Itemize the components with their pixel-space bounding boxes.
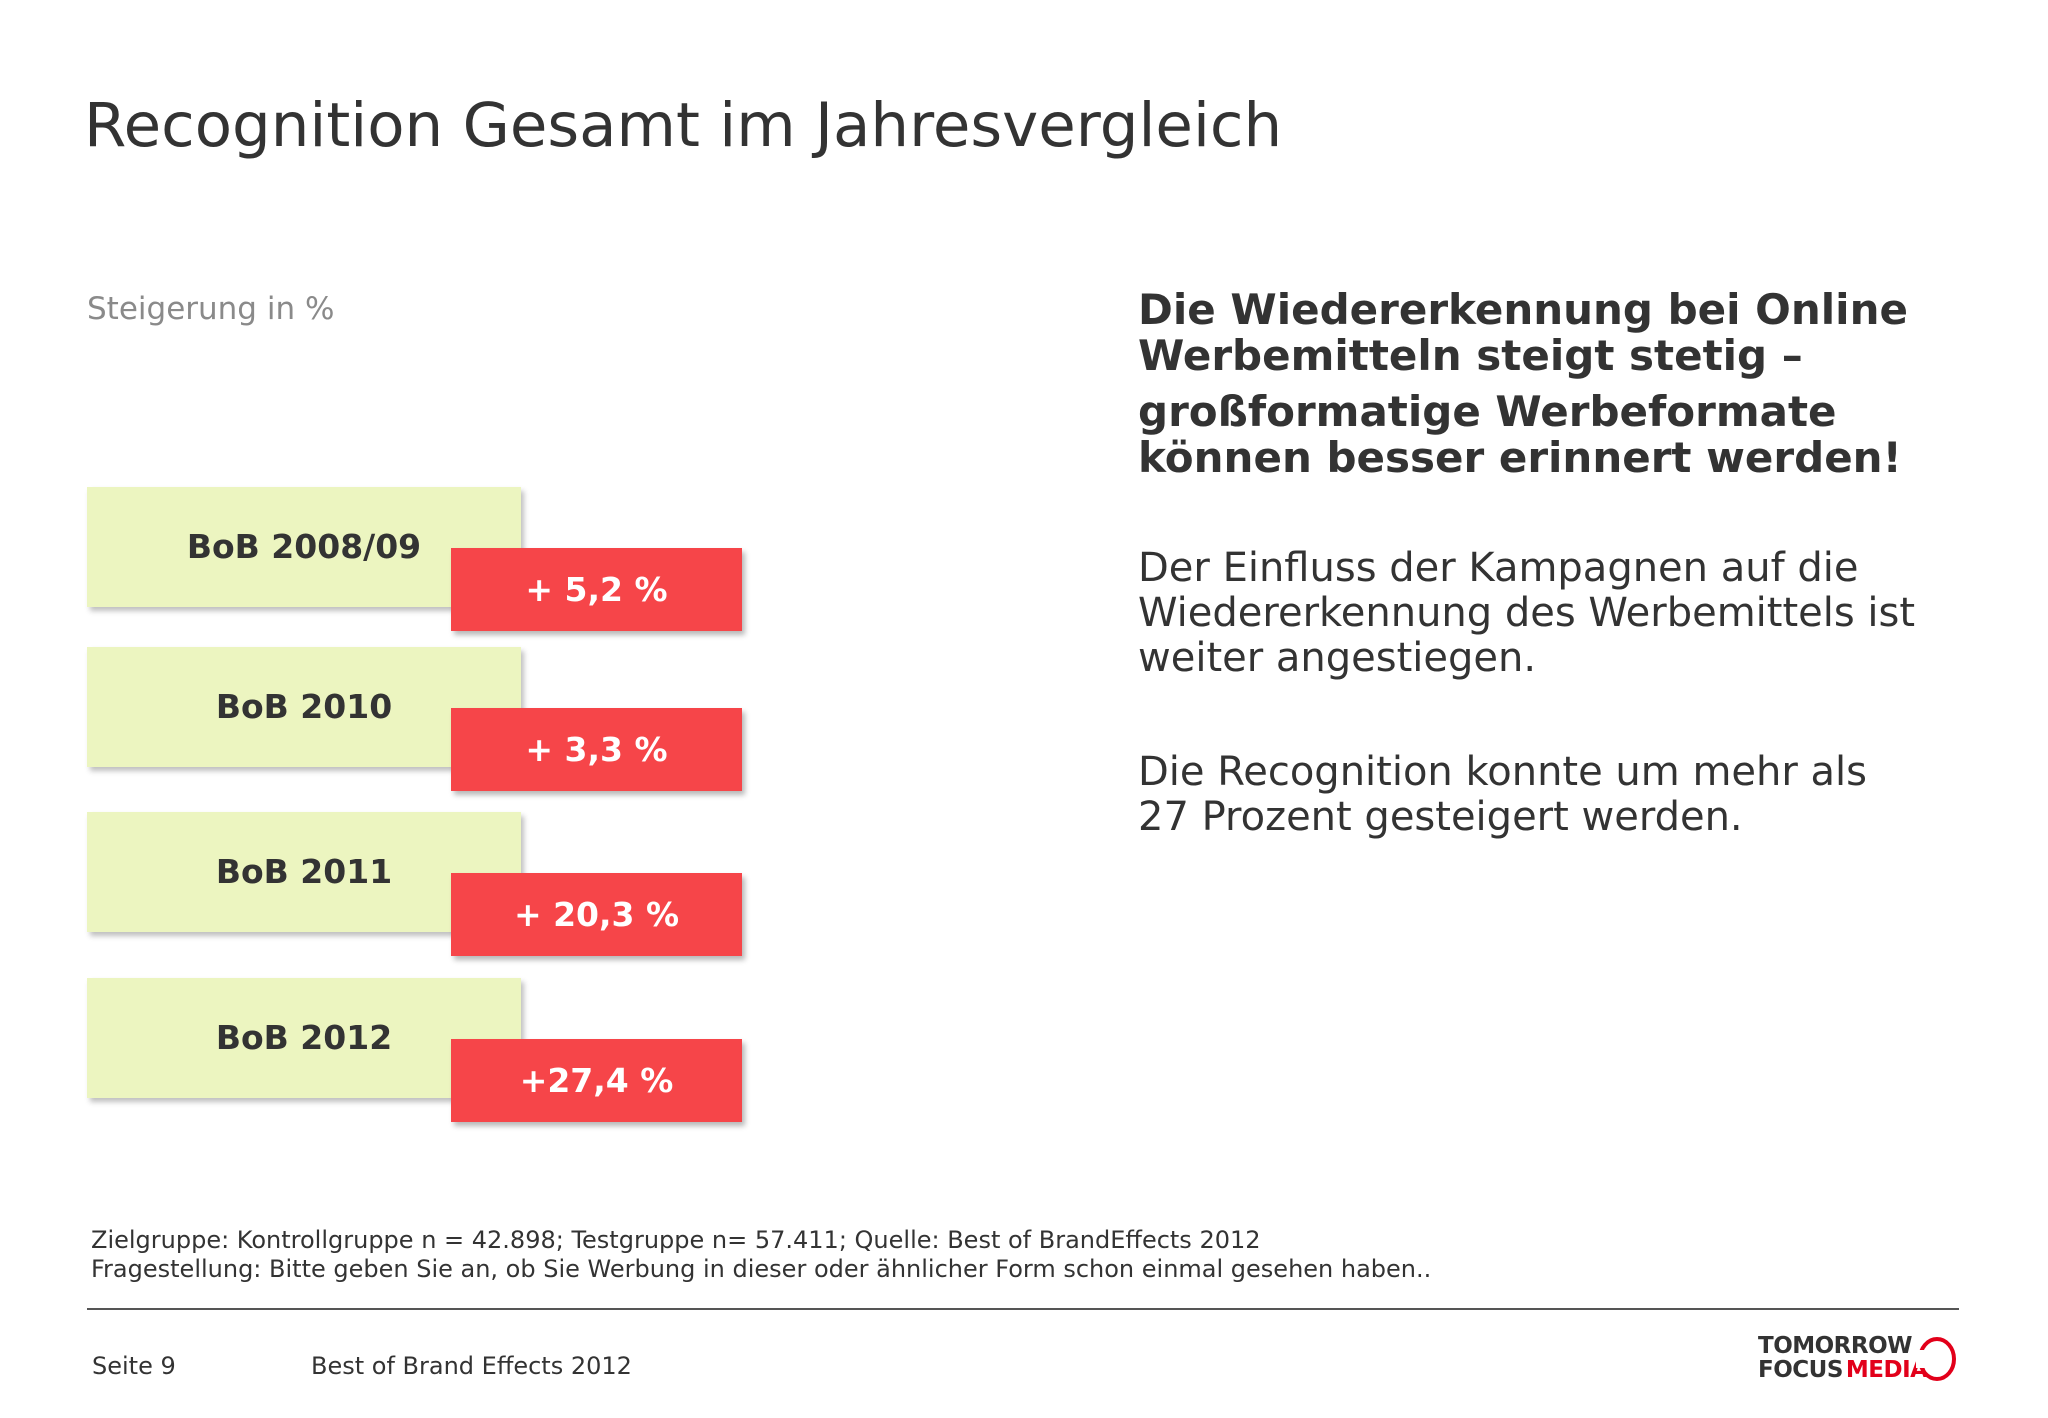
- row-label: BoB 2008/09: [186, 527, 422, 566]
- logo-text-tomorrow: TOMORROW: [1758, 1333, 1913, 1359]
- headline-line-1: Die Wiedererkennung bei Online: [1138, 285, 1908, 334]
- headline-line-3: großformatige Werbeformate: [1138, 387, 1837, 436]
- paragraph-2-line-1: Die Recognition konnte um mehr als: [1138, 749, 1868, 795]
- row-label-box-2010: BoB 2010: [87, 647, 521, 767]
- row-value-box-2011: + 20,3 %: [451, 873, 742, 956]
- row-value: + 20,3 %: [513, 895, 680, 934]
- row-value: + 3,3 %: [525, 730, 668, 769]
- row-value-box-2008-09: + 5,2 %: [451, 548, 742, 631]
- footer-divider: [87, 1308, 1959, 1310]
- row-value: +27,4 %: [519, 1061, 674, 1100]
- crescent-ring-icon: [1916, 1337, 1956, 1381]
- row-label-box-2008-09: BoB 2008/09: [87, 487, 521, 607]
- logo-text-media: MEDIA: [1845, 1357, 1928, 1383]
- logo-text-focus: FOCUS: [1758, 1357, 1843, 1383]
- headline-line-2: Werbemitteln steigt stetig –: [1138, 331, 1803, 380]
- logo-text-focus-media: FOCUS MEDIA: [1758, 1357, 1928, 1383]
- row-label-box-2012: BoB 2012: [87, 978, 521, 1098]
- headline-line-4: können besser erinnert werden!: [1138, 433, 1902, 482]
- document-name: Best of Brand Effects 2012: [311, 1352, 632, 1380]
- row-label: BoB 2012: [215, 1018, 393, 1057]
- page-number: Seite 9: [92, 1352, 176, 1380]
- footnote-sample: Zielgruppe: Kontrollgruppe n = 42.898; T…: [91, 1226, 1261, 1254]
- paragraph-2-line-2: 27 Prozent gesteigert werden.: [1138, 794, 1743, 840]
- page-title: Recognition Gesamt im Jahresvergleich: [84, 90, 1283, 161]
- footnote-question: Fragestellung: Bitte geben Sie an, ob Si…: [91, 1255, 1432, 1283]
- paragraph-1-line-3: weiter angestiegen.: [1138, 635, 1537, 681]
- row-label: BoB 2010: [215, 687, 393, 726]
- row-label-box-2011: BoB 2011: [87, 812, 521, 932]
- row-value-box-2010: + 3,3 %: [451, 708, 742, 791]
- tomorrow-focus-media-logo: TOMORROW FOCUS MEDIA: [1758, 1334, 1958, 1384]
- row-value-box-2012: +27,4 %: [451, 1039, 742, 1122]
- paragraph-1-line-2: Wiedererkennung des Werbemittels ist: [1138, 590, 1916, 636]
- row-label: BoB 2011: [215, 852, 393, 891]
- chart-subtitle: Steigerung in %: [87, 291, 335, 327]
- paragraph-1-line-1: Der Einfluss der Kampagnen auf die: [1138, 545, 1859, 591]
- row-value: + 5,2 %: [525, 570, 668, 609]
